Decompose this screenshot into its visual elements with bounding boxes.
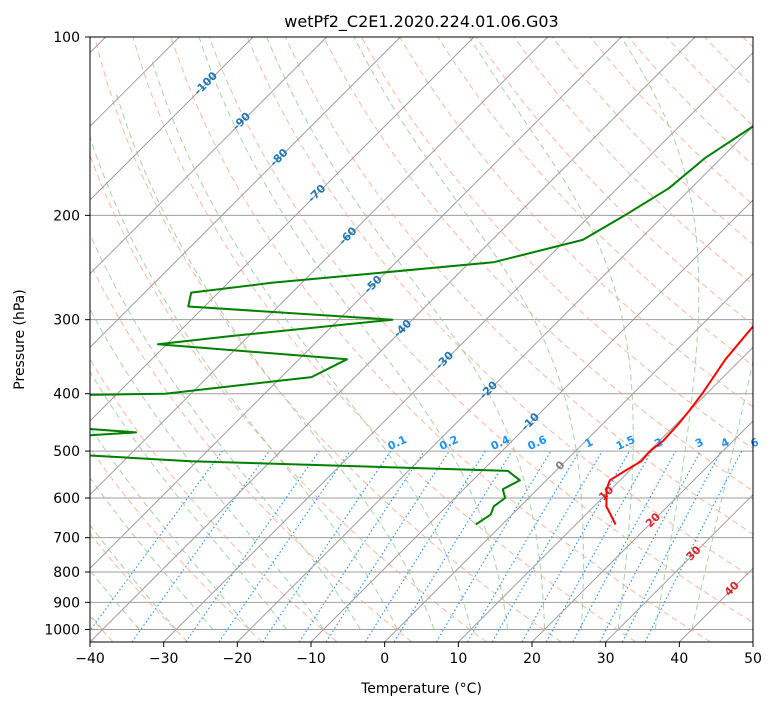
isotherm-line	[90, 37, 622, 570]
isotherm-line	[90, 37, 696, 642]
dry-adiabat	[323, 37, 753, 492]
moist-adiabat	[116, 94, 435, 630]
mixing-ratio-line	[218, 450, 351, 642]
moist-adiabat	[620, 37, 700, 630]
moist-adiabat	[198, 37, 509, 630]
mixing-ratio-line	[90, 450, 223, 632]
y-tick-label: 900	[53, 595, 80, 611]
isotherm-line	[310, 199, 753, 642]
x-tick-label: 0	[380, 651, 389, 667]
dry-adiabat	[90, 358, 338, 642]
mixing-ratio-line	[131, 450, 270, 642]
x-tick-label: −10	[296, 651, 326, 667]
dry-adiabat	[513, 37, 753, 285]
y-tick-label: 200	[53, 208, 80, 224]
isotherm-line	[531, 420, 753, 642]
x-axis-title: Temperature (°C)	[360, 681, 482, 697]
moist-adiabat	[90, 370, 288, 630]
plot-frame	[89, 36, 754, 643]
axes: −40 −30 −20 −10 0 10 20 30 40 50 100 200 300 400 500 60…	[44, 30, 762, 667]
x-tick-label: 30	[597, 651, 615, 667]
dry-adiabat	[284, 37, 753, 535]
chart-title: wetPf2_C2E1.2020.224.01.06.G03	[284, 12, 558, 32]
mixing-ratio-line	[545, 450, 653, 642]
y-tick-label: 500	[53, 444, 80, 460]
profiles	[90, 125, 753, 526]
y-tick-label: 800	[53, 565, 80, 581]
isotherm-line	[384, 272, 753, 642]
x-tick-label: −40	[75, 651, 105, 667]
mixing-ratio-line	[521, 450, 630, 642]
y-tick-label: 400	[53, 387, 80, 403]
y-tick-label: 1000	[44, 622, 80, 638]
isotherm-line	[605, 493, 753, 642]
dry-adiabat	[94, 37, 562, 642]
isotherm-line	[90, 37, 549, 496]
mixing-ratio-line	[393, 450, 513, 642]
moist-adiabat	[90, 135, 398, 630]
isotherm-line	[90, 37, 475, 422]
isotherm-line	[90, 37, 254, 201]
y-tick-label: 100	[53, 30, 80, 46]
mixing-ratio-line	[325, 450, 450, 642]
x-tick-label: 20	[523, 651, 541, 667]
isotherm-line	[236, 125, 753, 642]
dry-adiabat	[208, 37, 753, 624]
y-tick-label: 300	[53, 313, 80, 329]
isotherm-line	[90, 37, 401, 349]
y-tick-label: 600	[53, 491, 80, 507]
x-tick-label: 40	[670, 651, 688, 667]
mixing-ratio-line	[298, 450, 425, 642]
dry-adiabat	[90, 262, 413, 642]
dewpoint-profile	[90, 125, 753, 526]
isotherm-line	[163, 51, 753, 642]
moist-adiabat	[353, 37, 584, 630]
x-tick-label: −20	[223, 651, 253, 667]
moist-adiabat	[469, 37, 634, 630]
plot-lines	[90, 37, 753, 642]
mixing-ratio-line	[185, 450, 320, 642]
isotherm-line	[90, 37, 328, 275]
x-tick-label: −30	[149, 651, 179, 667]
dry-adiabat	[246, 37, 753, 579]
y-axis-title: Pressure (hPa)	[12, 289, 28, 389]
moist-adiabat	[90, 569, 140, 630]
x-tick-label: 10	[449, 651, 467, 667]
moist-adiabat	[90, 524, 177, 630]
moist-adiabat	[266, 37, 546, 630]
y-tick-label: 700	[53, 531, 80, 547]
temperature-profile	[605, 324, 753, 525]
mixing-ratio-line	[572, 450, 677, 642]
moist-adiabat	[90, 476, 214, 630]
moist-adiabat	[691, 358, 753, 630]
moist-adiabat	[151, 61, 472, 630]
isotherm-line	[457, 346, 753, 642]
mixing-ratio-line	[644, 450, 743, 642]
mixing-ratio-line	[262, 450, 392, 642]
dry-adiabat	[90, 447, 263, 642]
x-tick-label: 50	[744, 651, 762, 667]
